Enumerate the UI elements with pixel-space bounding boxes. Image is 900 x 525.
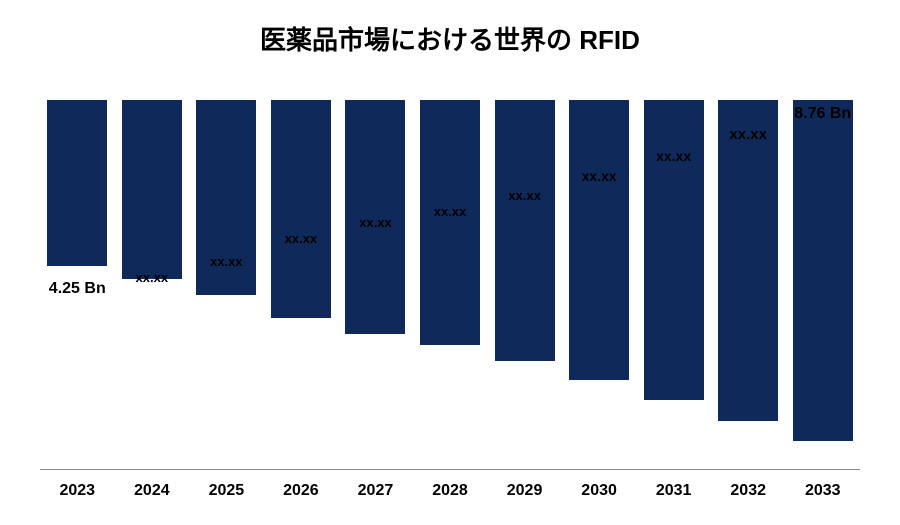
bar-column: xx.xx [636, 100, 711, 470]
bar-value-label: xx.xx [359, 215, 392, 230]
bar-rect [718, 100, 778, 421]
bar-rect [793, 100, 853, 441]
bar-column: 4.25 Bn [40, 100, 115, 470]
bar-value-label: xx.xx [729, 126, 767, 143]
bar-value-label: 4.25 Bn [49, 280, 106, 298]
bar-rect [569, 100, 629, 380]
bar-value-label: 8.76 Bn [794, 105, 851, 123]
bar-column: xx.xx [338, 100, 413, 470]
bar-column: xx.xx [487, 100, 562, 470]
x-axis-tick: 2025 [189, 482, 264, 500]
bar-rect [644, 100, 704, 400]
x-axis-tick: 2027 [338, 482, 413, 500]
bar-column: xx.xx [711, 100, 786, 470]
x-axis-tick: 2029 [487, 482, 562, 500]
bar-rect [271, 100, 331, 318]
x-axis-tick: 2032 [711, 482, 786, 500]
x-axis-tick: 2033 [785, 482, 860, 500]
bar-value-label: xx.xx [582, 168, 617, 184]
bar-value-label: xx.xx [508, 188, 541, 203]
x-axis-tick: 2026 [264, 482, 339, 500]
bars-container: 4.25 Bn xx.xx xx.xx xx.xx xx.xx xx.xx xx.xx xx.… [40, 100, 860, 470]
x-axis-tick: 2024 [115, 482, 190, 500]
bar-column: 8.76 Bn [785, 100, 860, 470]
bar-value-label: xx.xx [656, 148, 691, 164]
bar-column: xx.xx [115, 100, 190, 470]
x-axis-tick: 2028 [413, 482, 488, 500]
x-axis-tick: 2023 [40, 482, 115, 500]
bar-column: xx.xx [562, 100, 637, 470]
x-axis-tick: 2030 [562, 482, 637, 500]
x-axis-labels: 2023202420252026202720282029203020312032… [40, 482, 860, 500]
bar-rect [47, 100, 107, 266]
bar-rect [495, 100, 555, 361]
bar-value-label: xx.xx [285, 231, 318, 246]
bar-column: xx.xx [413, 100, 488, 470]
bar-value-label: xx.xx [210, 254, 243, 269]
bar-rect [122, 100, 182, 279]
x-axis-baseline [40, 469, 860, 470]
bar-column: xx.xx [189, 100, 264, 470]
chart-area: 4.25 Bn xx.xx xx.xx xx.xx xx.xx xx.xx xx.xx xx.… [40, 100, 860, 470]
x-axis-tick: 2031 [636, 482, 711, 500]
chart-title: 医薬品市場における世界の RFID [0, 0, 900, 57]
bar-rect [420, 100, 480, 345]
bar-value-label: xx.xx [434, 204, 467, 219]
bar-column: xx.xx [264, 100, 339, 470]
bar-value-label: xx.xx [136, 270, 169, 285]
